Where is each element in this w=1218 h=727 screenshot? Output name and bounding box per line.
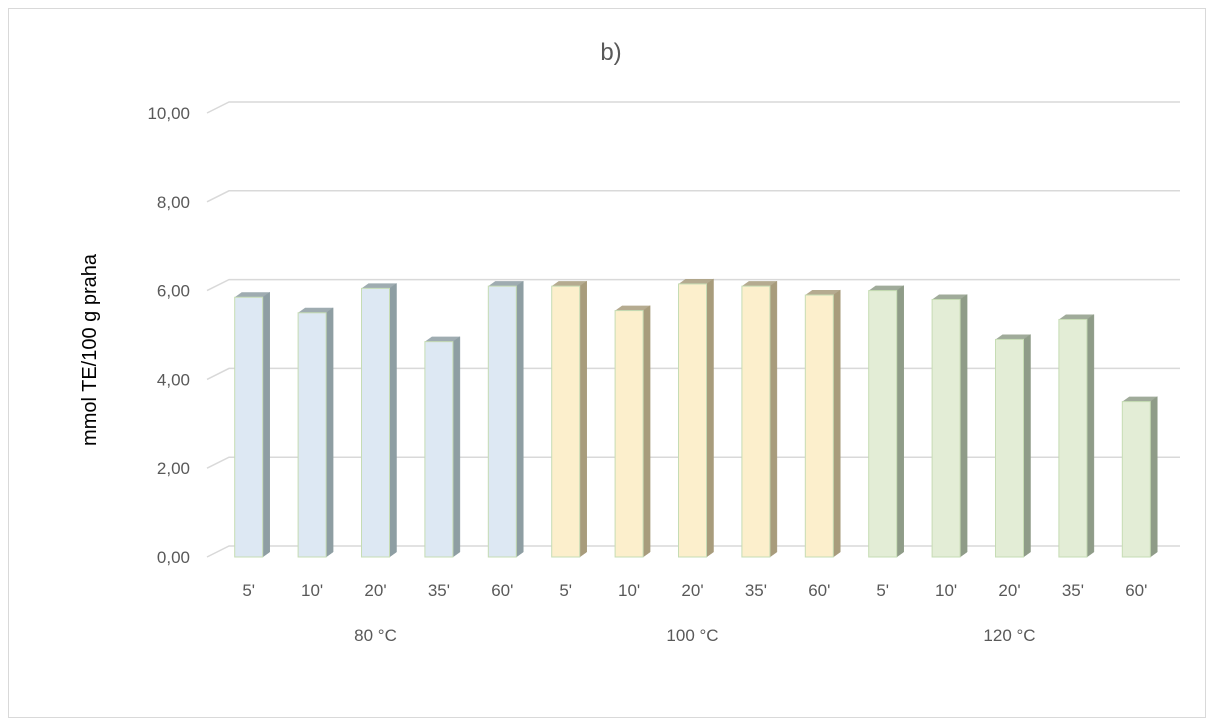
y-tick-label: 8,00 [157, 193, 190, 212]
bar [614, 305, 651, 558]
x-tick-label: 10' [618, 581, 640, 600]
y-axis-label: mmol TE/100 g praha [79, 253, 101, 446]
bar [487, 280, 524, 558]
bar-side [1150, 396, 1158, 558]
bar-side [262, 291, 270, 558]
bar-front [361, 287, 390, 558]
bar-side [769, 280, 778, 558]
bar-front [804, 294, 834, 558]
bar [551, 280, 587, 558]
bar-side [579, 280, 587, 558]
y-tick-labels: 0,00 2,00 4,00 6,00 8,00 10,00 [147, 104, 190, 567]
y-tick-label: 0,00 [157, 548, 190, 567]
y-tick-label: 10,00 [147, 104, 190, 123]
y-tick-label: 4,00 [157, 370, 190, 389]
bar-top [424, 336, 460, 342]
bar-top [615, 305, 651, 311]
x-tick-label: 35' [745, 581, 767, 600]
bar-top [361, 283, 397, 289]
x-tick-label: 5' [242, 581, 255, 600]
bar-front [741, 285, 771, 558]
gridline [206, 278, 1180, 292]
gridline [206, 101, 1180, 114]
bar-side [706, 278, 714, 558]
bar-front [551, 285, 581, 558]
bar-top [1122, 396, 1158, 402]
bar-side [516, 280, 524, 558]
bars [234, 278, 1158, 558]
x-tick-label: 60' [1125, 581, 1147, 600]
gridline [206, 367, 1180, 381]
bar-top [488, 281, 524, 287]
bar-side [325, 307, 334, 558]
x-tick-label: 10' [935, 581, 957, 600]
bar-side [389, 282, 397, 558]
y-tick-label: 6,00 [157, 282, 190, 301]
bar [234, 291, 270, 558]
bar-side [833, 289, 841, 558]
x-tick-label: 10' [301, 581, 323, 600]
bar-top [1058, 314, 1094, 320]
bar [297, 307, 334, 558]
group-label: 100 °C [666, 626, 718, 645]
bar [995, 333, 1031, 558]
x-tick-label: 60' [491, 581, 513, 600]
bar-side [452, 336, 461, 558]
bar-front [1058, 318, 1088, 558]
bar-side [896, 285, 904, 558]
bar-front [487, 285, 517, 558]
group-label: 120 °C [983, 626, 1035, 645]
bar-front [1121, 401, 1151, 558]
bar-front [868, 290, 898, 558]
bar [678, 278, 714, 558]
x-tick-label: 20' [364, 581, 386, 600]
bar-side [959, 293, 968, 558]
bar-front [234, 296, 264, 558]
bar-top [741, 281, 777, 287]
y-tick-label: 2,00 [157, 459, 190, 478]
bar-front [995, 338, 1024, 558]
x-tick-label: 60' [808, 581, 830, 600]
gridline [206, 190, 1180, 203]
gridlines [206, 101, 1180, 558]
bar-top [995, 334, 1031, 340]
bar-front [614, 310, 644, 558]
bar-front [931, 298, 961, 558]
bar-side [1023, 333, 1031, 558]
gridline [206, 545, 1180, 558]
chart-title: b) [600, 39, 621, 66]
bar [804, 289, 841, 558]
bar [361, 282, 397, 558]
bar [1058, 313, 1095, 558]
bar-front [297, 312, 327, 558]
bar-top [234, 292, 270, 298]
x-tick-label: 5' [559, 581, 572, 600]
bar-top [678, 278, 714, 284]
bar [931, 293, 968, 558]
gridline [206, 456, 1180, 469]
bar-top [868, 285, 904, 291]
x-tick-label: 5' [876, 581, 889, 600]
group-label: 80 °C [354, 626, 397, 645]
bar-top [298, 307, 334, 313]
bar-front [678, 283, 707, 558]
x-tick-label: 20' [681, 581, 703, 600]
bar-top [805, 290, 841, 296]
x-tick-label: 20' [998, 581, 1020, 600]
bar [741, 280, 778, 558]
bar [424, 336, 461, 558]
bar-side [642, 305, 651, 558]
x-tick-label: 35' [1062, 581, 1084, 600]
bar [868, 285, 904, 558]
x-category-labels: 5' 10' 20' 35' 60' 5' 10' 20' 35' 60' 5' 10' 20' 35' 6… [242, 581, 1147, 600]
bar [1121, 396, 1158, 558]
bar-front [424, 341, 454, 558]
group-labels: 80 °C 100 °C 120 °C [354, 626, 1035, 645]
bar-side [1086, 313, 1095, 558]
x-tick-label: 35' [428, 581, 450, 600]
bar-top [551, 281, 587, 287]
bar-top [932, 294, 968, 300]
